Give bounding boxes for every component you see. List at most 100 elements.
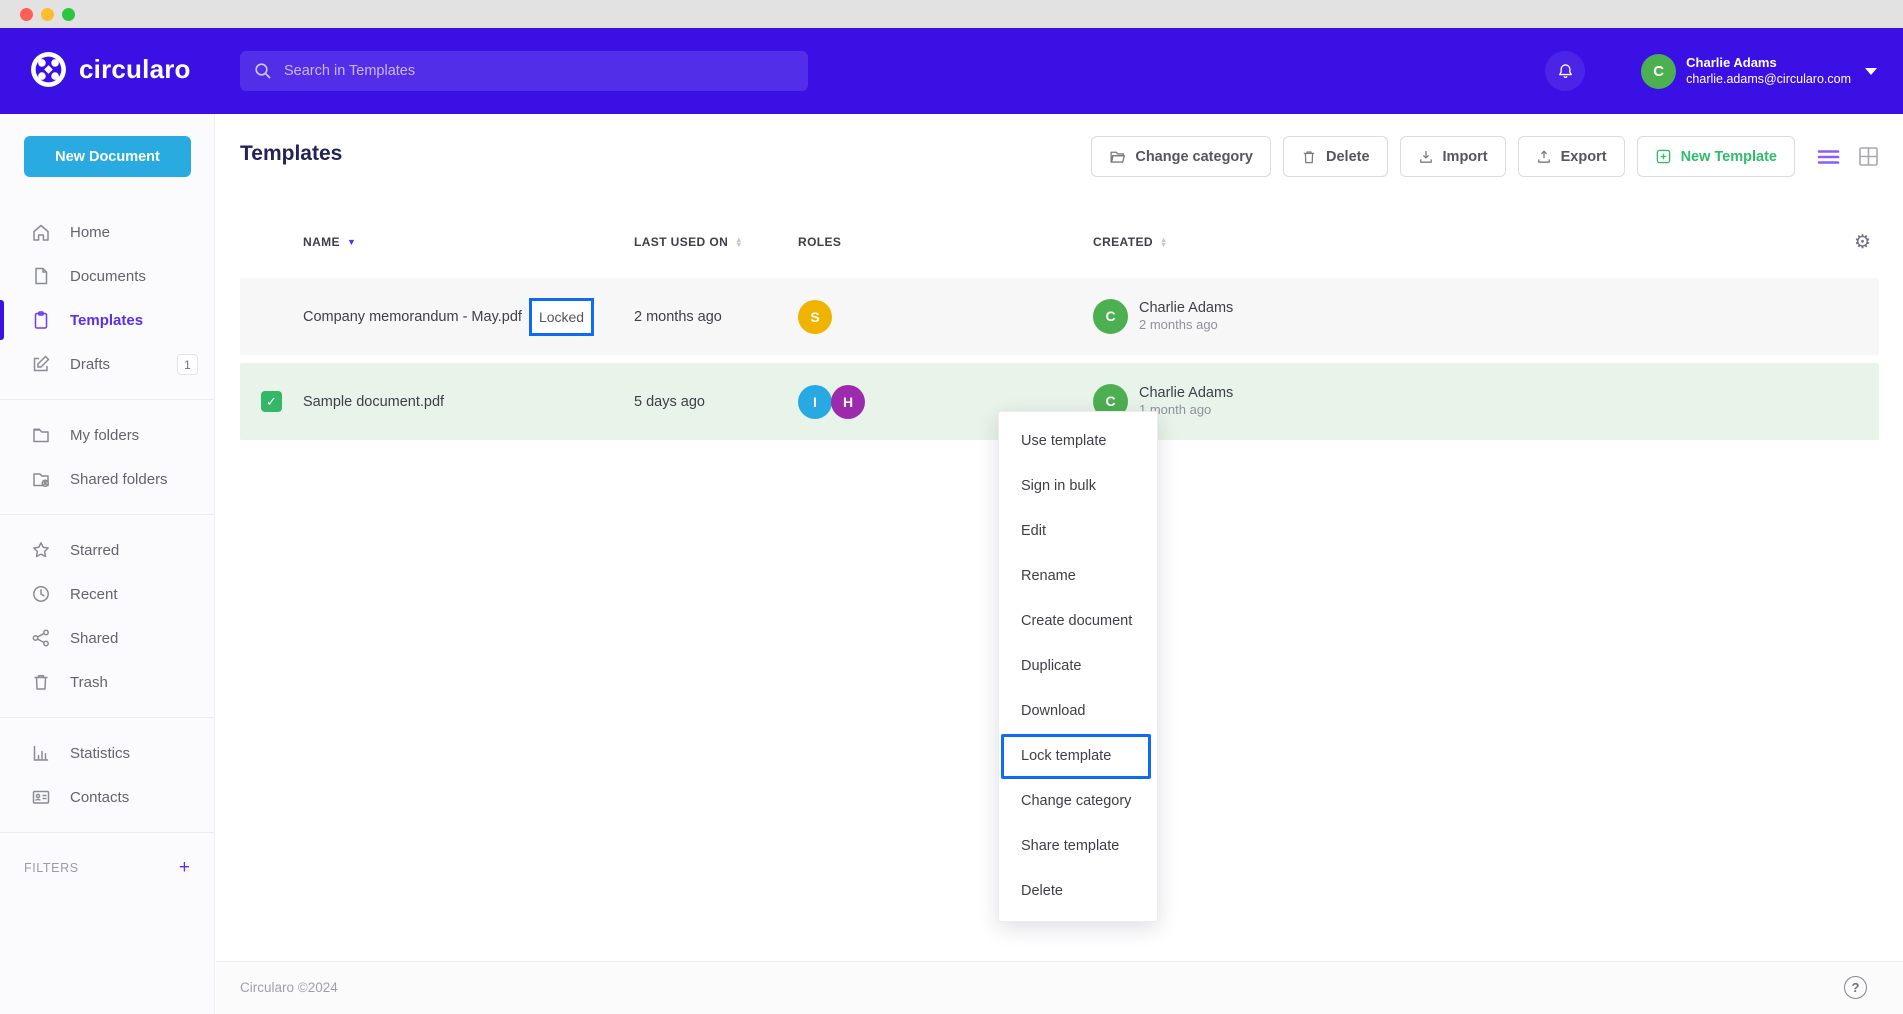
menu-item-download[interactable]: Download <box>1021 703 1086 719</box>
sidebar-item-label: Home <box>70 223 111 241</box>
sidebar-divider <box>0 399 214 400</box>
created-time: 2 months ago <box>1139 317 1218 333</box>
menu-item-change-category[interactable]: Change category <box>1021 793 1132 809</box>
toolbar: Change category Delete Import Export New… <box>1091 136 1879 177</box>
menu-item-delete[interactable]: Delete <box>1021 883 1063 899</box>
search-bar[interactable] <box>240 51 808 91</box>
home-icon <box>31 222 51 242</box>
sidebar-item-label: Documents <box>70 267 146 285</box>
sidebar-divider <box>0 717 214 718</box>
circularo-logo-icon <box>30 51 67 88</box>
sidebar-item-recent[interactable]: Recent <box>0 572 214 616</box>
role-avatar[interactable]: H <box>831 384 865 419</box>
sidebar-item-templates[interactable]: Templates <box>0 298 214 342</box>
import-button[interactable]: Import <box>1399 136 1506 177</box>
share-icon <box>31 628 51 648</box>
sidebar-item-label: Contacts <box>70 788 130 806</box>
change-category-button[interactable]: Change category <box>1091 136 1271 177</box>
page-title: Templates <box>240 142 343 165</box>
clock-icon <box>31 584 51 604</box>
table-header: NAME ▼ LAST USED ON ▲ ▼ ROLES CREATED ▲ ▼ … <box>240 218 1879 266</box>
menu-item-use-template[interactable]: Use template <box>1021 433 1107 449</box>
window-titlebar <box>0 0 1903 28</box>
user-menu-chevron-down-icon[interactable] <box>1865 67 1877 75</box>
import-label: Import <box>1442 148 1488 165</box>
locked-badge-annotation: Locked <box>528 297 595 336</box>
stats-icon <box>31 743 51 763</box>
sidebar-item-documents[interactable]: Documents <box>0 254 214 298</box>
menu-item-rename[interactable]: Rename <box>1021 568 1076 584</box>
contacts-icon <box>31 787 51 807</box>
export-label: Export <box>1560 148 1607 165</box>
new-document-button[interactable]: New Document <box>24 136 191 177</box>
column-header-created[interactable]: CREATED ▲ ▼ <box>1093 234 1168 249</box>
copyright-text: Circularo ©2024 <box>240 980 338 995</box>
help-button[interactable]: ? <box>1844 976 1867 999</box>
list-view-icon[interactable] <box>1817 147 1840 167</box>
plus-square-icon <box>1655 148 1672 165</box>
sidebar-item-trash[interactable]: Trash <box>0 660 214 704</box>
sort-icon: ▲ ▼ <box>1159 234 1168 249</box>
sidebar-item-label: Shared <box>70 629 119 647</box>
drafts-count-badge: 1 <box>177 354 198 375</box>
sidebar-item-contacts[interactable]: Contacts <box>0 775 214 819</box>
menu-item-lock-template[interactable]: Lock template <box>1001 734 1151 779</box>
sidebar-item-home[interactable]: Home <box>0 210 214 254</box>
column-header-last-used[interactable]: LAST USED ON ▲ ▼ <box>634 234 743 249</box>
app-header: circularo C Charlie Adams charlie.adams@… <box>0 28 1903 114</box>
sidebar-item-label: Trash <box>70 673 108 691</box>
delete-button[interactable]: Delete <box>1283 136 1388 177</box>
grid-view-icon[interactable] <box>1858 146 1879 167</box>
new-template-button[interactable]: New Template <box>1636 136 1795 177</box>
sidebar-item-statistics[interactable]: Statistics <box>0 731 214 775</box>
add-filter-button[interactable]: + <box>178 857 190 878</box>
creator-name: Charlie Adams <box>1139 384 1234 401</box>
shared-folder-icon <box>31 469 51 489</box>
column-header-name[interactable]: NAME ▼ <box>303 235 357 249</box>
menu-item-create-document[interactable]: Create document <box>1021 613 1133 629</box>
sidebar-item-label: Drafts <box>70 355 111 373</box>
role-avatar[interactable]: I <box>798 384 832 419</box>
sidebar-item-drafts[interactable]: Drafts 1 <box>0 342 214 386</box>
menu-item-duplicate[interactable]: Duplicate <box>1021 658 1082 674</box>
last-used-value: 2 months ago <box>634 308 722 325</box>
sidebar-item-starred[interactable]: Starred <box>0 528 214 572</box>
import-icon <box>1418 149 1434 165</box>
search-input[interactable] <box>284 63 794 79</box>
sidebar: New Document Home Documents Templates Dr… <box>0 114 215 1014</box>
table-settings-gear-icon[interactable]: ⚙ <box>1853 231 1871 253</box>
template-name: Sample document.pdf <box>303 393 445 410</box>
trash-icon <box>31 672 51 692</box>
role-avatar[interactable]: S <box>798 299 832 334</box>
sort-desc-icon: ▼ <box>346 237 357 247</box>
sidebar-divider <box>0 832 214 833</box>
export-icon <box>1536 149 1552 165</box>
sidebar-item-shared[interactable]: Shared <box>0 616 214 660</box>
sidebar-item-label: Recent <box>70 585 118 603</box>
user-avatar[interactable]: C <box>1641 53 1677 89</box>
sidebar-item-my-folders[interactable]: My folders <box>0 413 214 457</box>
notifications-button[interactable] <box>1545 51 1586 91</box>
window-close-button[interactable] <box>20 7 33 21</box>
brand-name: circularo <box>79 54 191 84</box>
brand-logo[interactable]: circularo <box>30 51 191 88</box>
sidebar-item-shared-folders[interactable]: Shared folders <box>0 457 214 501</box>
sort-icon: ▲ ▼ <box>735 234 743 249</box>
filters-label: FILTERS <box>24 860 79 875</box>
document-icon <box>31 266 51 286</box>
window-zoom-button[interactable] <box>62 7 75 21</box>
export-button[interactable]: Export <box>1517 136 1625 177</box>
star-icon <box>31 540 51 560</box>
window-minimize-button[interactable] <box>41 7 54 21</box>
menu-item-edit[interactable]: Edit <box>1021 523 1046 539</box>
row-context-menu: Use template Sign in bulk Edit Rename Cr… <box>998 411 1158 922</box>
row-checkbox-checked[interactable]: ✓ <box>261 391 282 412</box>
folder-icon <box>31 425 51 445</box>
table-row[interactable]: Company memorandum - May.pdf Locked 2 mo… <box>240 278 1879 355</box>
user-info: Charlie Adams charlie.adams@circularo.co… <box>1686 54 1851 88</box>
sidebar-divider <box>0 514 214 515</box>
sidebar-item-label: Shared folders <box>70 470 168 488</box>
menu-item-share-template[interactable]: Share template <box>1021 838 1120 854</box>
menu-item-sign-in-bulk[interactable]: Sign in bulk <box>1021 478 1096 494</box>
sidebar-item-label: Statistics <box>70 744 131 762</box>
